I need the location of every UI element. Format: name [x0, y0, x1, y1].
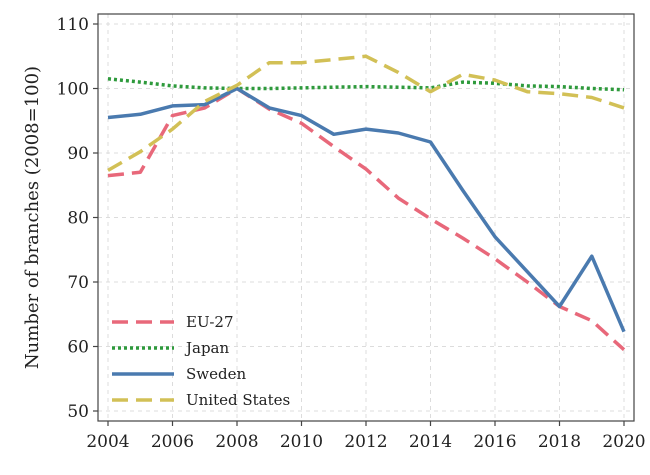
x-tick-label-0: 2004: [86, 432, 129, 452]
axis-ticks: 2004 2006 2008 2010 2012 2014 2016 2018 2020 50 60…: [57, 15, 646, 452]
series-line-sweden: [107, 86, 626, 333]
legend-label-eu-27: EU-27: [186, 313, 233, 331]
x-tick-label-3: 2010: [280, 432, 323, 452]
x-tick-label-6: 2016: [473, 432, 516, 452]
series-line-united-states: [107, 54, 625, 172]
y-axis-label: Number of branches (2008=100): [22, 66, 43, 369]
y-tick-label-2: 70: [67, 273, 89, 293]
series-line-japan: [107, 77, 625, 92]
y-tick-label-6: 110: [57, 15, 89, 35]
series-lines: [107, 54, 626, 352]
grid: [98, 14, 634, 421]
x-tick-label-5: 2014: [409, 432, 452, 452]
x-tick-label-7: 2018: [538, 432, 581, 452]
x-tick-label-2: 2008: [215, 432, 258, 452]
legend: EU-27 Japan Sweden United States: [112, 313, 290, 409]
y-tick-label-4: 90: [67, 144, 89, 164]
x-tick-label-1: 2006: [151, 432, 194, 452]
y-tick-label-0: 50: [67, 402, 89, 422]
x-tick-label-8: 2020: [602, 432, 645, 452]
y-tick-label-1: 60: [67, 338, 89, 358]
x-tick-label-4: 2012: [344, 432, 387, 452]
legend-label-japan: Japan: [184, 339, 230, 357]
y-tick-label-5: 100: [57, 80, 89, 100]
series-line-eu-27: [107, 86, 626, 352]
legend-label-sweden: Sweden: [186, 365, 246, 383]
y-tick-label-3: 80: [67, 209, 89, 229]
legend-label-united-states: United States: [186, 391, 290, 409]
